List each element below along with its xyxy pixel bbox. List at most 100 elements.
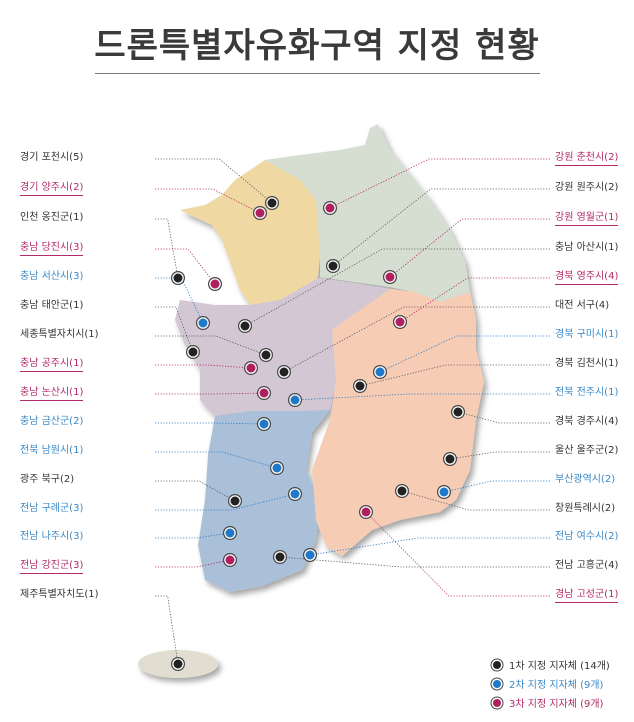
marker-dot bbox=[355, 381, 365, 391]
region-label: 광주 북구(2) bbox=[20, 474, 75, 485]
legend-label: 1차 지정 지자체 (14개) bbox=[509, 661, 610, 672]
marker-dot bbox=[361, 507, 371, 517]
site-marker[interactable] bbox=[323, 201, 337, 215]
site-marker[interactable] bbox=[395, 484, 409, 498]
site-marker[interactable] bbox=[451, 405, 465, 419]
leader-line bbox=[401, 490, 550, 511]
site-marker[interactable] bbox=[288, 487, 302, 501]
marker-dot bbox=[439, 487, 449, 497]
site-marker[interactable] bbox=[223, 526, 237, 540]
leader-line bbox=[155, 335, 267, 356]
title-divider bbox=[95, 73, 540, 74]
site-marker[interactable] bbox=[171, 657, 185, 671]
leader-line bbox=[155, 158, 273, 204]
region-gyeongsang bbox=[312, 289, 484, 556]
region-label: 전남 고흥군(4) bbox=[555, 560, 619, 571]
site-marker[interactable] bbox=[186, 345, 200, 359]
site-marker[interactable] bbox=[208, 277, 222, 291]
marker-dot bbox=[173, 273, 183, 283]
site-marker[interactable] bbox=[288, 393, 302, 407]
region-label: 전남 나주시(3) bbox=[20, 531, 84, 542]
region-label: 경북 경주시(4) bbox=[555, 416, 619, 427]
region-label: 전남 여수시(2) bbox=[555, 531, 619, 542]
region-label: 전남 구례군(3) bbox=[20, 503, 84, 514]
region-label: 전북 전주시(1) bbox=[555, 387, 619, 398]
region-label: 전북 남원시(1) bbox=[20, 445, 84, 456]
leader-line bbox=[155, 493, 296, 511]
marker-dot bbox=[225, 555, 235, 565]
site-marker[interactable] bbox=[223, 553, 237, 567]
region-label: 충남 아산시(1) bbox=[555, 242, 619, 253]
site-marker[interactable] bbox=[238, 319, 252, 333]
region-label: 충남 서산시(3) bbox=[20, 271, 84, 282]
legend-item-group3: 3차 지정 지자체 (9개) bbox=[493, 693, 610, 712]
site-marker[interactable] bbox=[277, 365, 291, 379]
leader-line bbox=[155, 188, 261, 214]
site-marker[interactable] bbox=[437, 485, 451, 499]
black-marker-icon bbox=[493, 660, 501, 669]
site-marker[interactable] bbox=[443, 452, 457, 466]
site-marker[interactable] bbox=[228, 494, 242, 508]
site-marker[interactable] bbox=[393, 315, 407, 329]
region-label: 인천 옹진군(1) bbox=[20, 212, 84, 223]
site-marker[interactable] bbox=[383, 270, 397, 284]
site-marker[interactable] bbox=[303, 548, 317, 562]
region-label: 전남 강진군(3) bbox=[20, 559, 84, 574]
legend-label: 2차 지정 지자체 (9개) bbox=[509, 680, 604, 691]
marker-dot bbox=[453, 407, 463, 417]
site-marker[interactable] bbox=[259, 348, 273, 362]
leader-line bbox=[283, 306, 550, 373]
marker-dot bbox=[255, 208, 265, 218]
region-gangwon bbox=[265, 124, 470, 302]
site-marker[interactable] bbox=[244, 361, 258, 375]
site-marker[interactable] bbox=[171, 271, 185, 285]
marker-dot bbox=[188, 347, 198, 357]
marker-dot bbox=[445, 454, 455, 464]
region-label: 경남 고성군(1) bbox=[555, 588, 619, 603]
region-label: 경북 영주시(4) bbox=[555, 270, 619, 285]
region-label: 경북 구미시(1) bbox=[555, 329, 619, 340]
leader-line bbox=[309, 537, 550, 556]
region-chungcheong bbox=[175, 278, 390, 416]
marker-dot bbox=[395, 317, 405, 327]
region-label: 강원 춘천시(2) bbox=[555, 151, 619, 166]
marker-dot bbox=[305, 550, 315, 560]
site-marker[interactable] bbox=[253, 206, 267, 220]
site-marker[interactable] bbox=[359, 505, 373, 519]
region-label: 충남 당진시(3) bbox=[20, 241, 84, 256]
site-marker[interactable] bbox=[326, 259, 340, 273]
marker-dot bbox=[210, 279, 220, 289]
site-marker[interactable] bbox=[265, 196, 279, 210]
marker-dot bbox=[230, 496, 240, 506]
marker-dot bbox=[261, 350, 271, 360]
marker-dot bbox=[290, 489, 300, 499]
site-marker[interactable] bbox=[373, 365, 387, 379]
region-gyeonggi bbox=[180, 160, 320, 305]
site-marker[interactable] bbox=[353, 379, 367, 393]
leader-line bbox=[332, 188, 550, 267]
marker-dot bbox=[240, 321, 250, 331]
leader-line bbox=[244, 248, 550, 327]
region-label: 경기 양주시(2) bbox=[20, 181, 84, 196]
leader-line bbox=[155, 392, 265, 395]
leader-line bbox=[155, 364, 252, 369]
site-marker[interactable] bbox=[273, 550, 287, 564]
site-marker[interactable] bbox=[257, 417, 271, 431]
legend-item-group1: 1차 지정 지자체 (14개) bbox=[493, 655, 610, 674]
marker-dot bbox=[325, 203, 335, 213]
region-label: 제주특별자치도(1) bbox=[20, 589, 99, 600]
leader-line bbox=[155, 480, 236, 502]
site-marker[interactable] bbox=[196, 316, 210, 330]
site-marker[interactable] bbox=[270, 461, 284, 475]
marker-dot bbox=[328, 261, 338, 271]
region-label: 울산 울주군(2) bbox=[555, 445, 619, 456]
region-label: 충남 금산군(2) bbox=[20, 416, 84, 427]
region-label: 충남 공주시(1) bbox=[20, 357, 84, 372]
region-jeolla bbox=[198, 410, 330, 592]
site-marker[interactable] bbox=[257, 386, 271, 400]
region-label: 창원특례시(2) bbox=[555, 503, 616, 514]
marker-dot bbox=[225, 528, 235, 538]
magenta-marker-icon bbox=[493, 698, 501, 707]
marker-dot bbox=[275, 552, 285, 562]
